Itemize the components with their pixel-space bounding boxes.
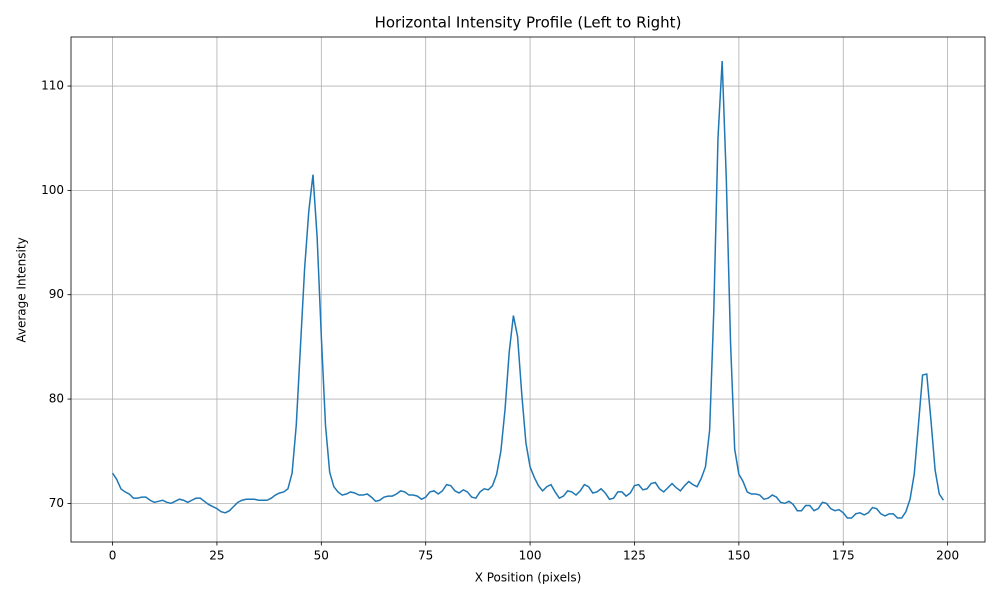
data-line (111, 60, 945, 519)
x-tick-label: 0 (109, 549, 117, 563)
x-tick-label: 175 (832, 549, 855, 563)
y-tick-label: 110 (41, 79, 64, 93)
y-tick-label: 100 (41, 183, 64, 197)
y-tick-label: 90 (49, 287, 64, 301)
x-tick-label: 25 (209, 549, 224, 563)
y-axis-label: Average Intensity (15, 237, 29, 342)
axes-frame (70, 36, 986, 543)
x-tick-label: 75 (418, 549, 433, 563)
x-tick-label: 125 (623, 549, 646, 563)
y-tick-label: 70 (49, 496, 64, 510)
x-axis-label: X Position (pixels) (475, 571, 582, 585)
x-tick-label: 100 (519, 549, 542, 563)
x-tick-label: 200 (936, 549, 959, 563)
x-tick-label: 150 (727, 549, 750, 563)
chart-title: Horizontal Intensity Profile (Left to Ri… (375, 14, 682, 32)
x-tick-label: 50 (314, 549, 329, 563)
y-tick-label: 80 (49, 392, 64, 406)
